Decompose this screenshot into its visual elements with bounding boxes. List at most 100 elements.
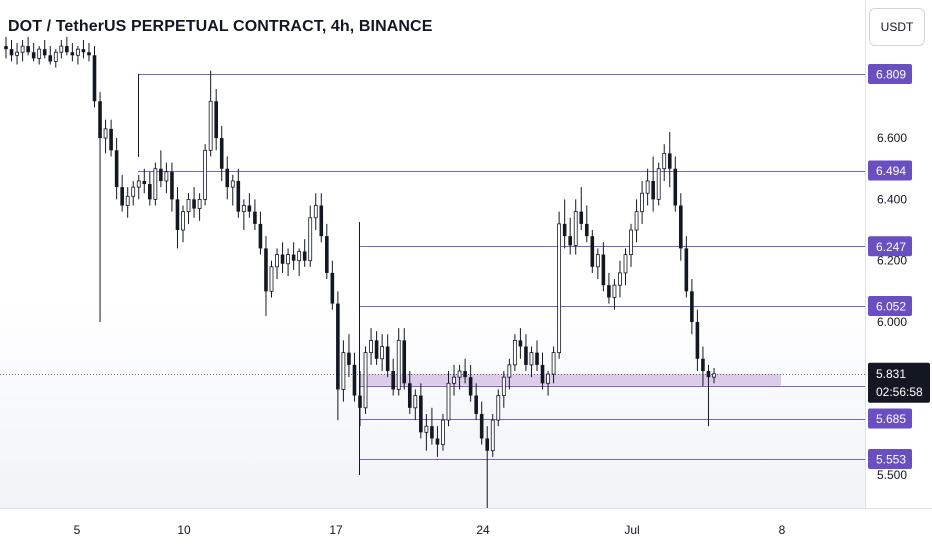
candle-body-up (131, 186, 136, 197)
candle (507, 358, 512, 390)
candle-body-up (308, 217, 313, 262)
candle (568, 217, 572, 255)
candle-body-up (275, 254, 279, 268)
candle-body-down (4, 46, 8, 50)
candle (607, 272, 611, 304)
candle-body-down (192, 199, 196, 209)
level-tag-label: 6.052 (876, 300, 906, 314)
candle (92, 46, 97, 108)
candle-body-down (385, 346, 390, 372)
candle-body-down (358, 395, 362, 408)
candle-body-down (485, 438, 490, 451)
candle-body-up (125, 195, 130, 206)
candle (667, 131, 672, 188)
candle (651, 156, 655, 212)
candle (148, 171, 152, 206)
candle (103, 119, 108, 154)
candle (219, 125, 224, 181)
candle (313, 193, 318, 231)
candle (253, 199, 257, 231)
candle-body-up (363, 352, 368, 409)
candle-body-down (336, 303, 340, 390)
x-tick-label: 5 (74, 523, 81, 537)
candle (336, 291, 340, 421)
candle (269, 260, 274, 298)
candle-body-down (673, 168, 678, 206)
chart-title: DOT / TetherUS PERPETUAL CONTRACT, 4h, B… (8, 18, 433, 35)
candle (535, 340, 539, 372)
candle (159, 150, 163, 188)
candle (435, 426, 440, 457)
candle-body-up (457, 370, 462, 378)
candle-body-up (76, 48, 80, 56)
candle (612, 279, 617, 310)
candle (684, 236, 689, 298)
candle-body-up (203, 149, 208, 200)
candle-body-up (656, 168, 661, 200)
candle-body-down (695, 321, 700, 359)
candle (70, 43, 75, 62)
candle (319, 193, 324, 243)
candle (374, 331, 379, 365)
candle-body-up (208, 100, 213, 151)
candle (524, 334, 528, 372)
candle-body-up (37, 48, 42, 59)
candle (258, 211, 263, 255)
candle (109, 119, 113, 157)
candle-body-down (175, 199, 180, 231)
candle (297, 248, 302, 277)
candle-body-down (170, 171, 174, 200)
x-tick-label: 8 (779, 523, 786, 537)
candle (712, 367, 716, 384)
candle-body-down (535, 352, 539, 365)
candle (241, 199, 246, 231)
candle-body-down (319, 205, 324, 237)
candle (430, 407, 434, 445)
candle (457, 364, 462, 390)
candle (81, 39, 86, 59)
candle (656, 162, 661, 206)
candle (601, 242, 606, 292)
candle-body-up (529, 352, 534, 366)
candle (59, 39, 64, 59)
candle (302, 239, 307, 267)
current-price-label: 5.831 (876, 367, 906, 381)
candle-body-down (9, 49, 14, 56)
candle (441, 413, 445, 451)
candle (468, 364, 473, 402)
candle (512, 334, 517, 372)
candle-body-down (120, 187, 124, 206)
candle-body-down (109, 128, 113, 151)
candle-body-up (53, 51, 58, 62)
candle (225, 156, 230, 200)
y-tick-label: 6.400 (877, 192, 907, 206)
candle (20, 39, 25, 62)
candle (203, 144, 208, 206)
candle-body-down (70, 52, 75, 56)
candle-body-down (584, 223, 589, 237)
candle-body-down (407, 383, 412, 408)
candle-body-up (712, 373, 716, 378)
candle-body-down (225, 168, 230, 188)
candle-body-down (679, 205, 683, 249)
candle-body-down (579, 211, 584, 224)
candle (37, 46, 42, 65)
candle (501, 371, 506, 408)
level-tag (868, 408, 912, 429)
candle-body-up (369, 339, 373, 354)
candle-body-up (413, 395, 418, 409)
candle-body-up (441, 419, 445, 445)
candle-body-down (706, 371, 711, 378)
candle (385, 334, 390, 378)
candle-body-up (297, 251, 302, 262)
candle-body-down (347, 352, 351, 365)
candle-body-down (463, 371, 467, 378)
candle-body-down (81, 49, 86, 53)
currency-button[interactable]: USDT (869, 8, 925, 46)
candle-body-up (380, 346, 385, 360)
y-tick-label: 6.000 (877, 315, 907, 329)
candle (540, 352, 545, 390)
candle-body-down (159, 168, 163, 181)
